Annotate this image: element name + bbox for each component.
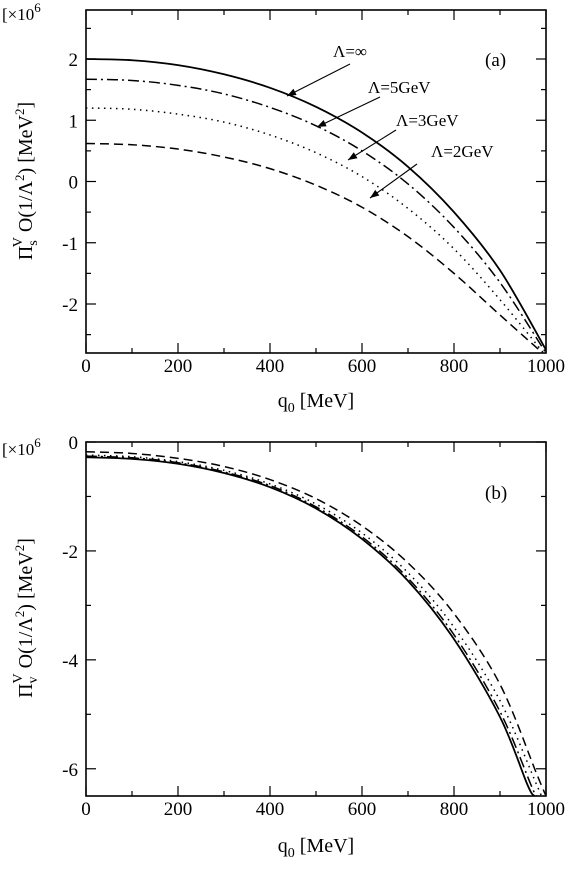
y-tick-label: -4 xyxy=(62,651,78,672)
annotation-arrow-line xyxy=(347,129,397,161)
series-line-0 xyxy=(86,58,546,351)
y-tick-label: -2 xyxy=(62,295,78,316)
x-tick-label: 200 xyxy=(164,356,193,377)
annotation-arrow-head xyxy=(287,88,297,96)
series-line-1 xyxy=(86,78,546,353)
curve-label: Λ=2GeV xyxy=(431,142,494,161)
series-line-1 xyxy=(86,455,538,796)
y-axis-title: ΠvV O(1/Λ2) [MeV2] xyxy=(11,538,41,698)
scale-factor-label: [×106 xyxy=(2,0,41,24)
series-group xyxy=(86,451,546,796)
curve-label: Λ=5GeV xyxy=(368,78,431,97)
series-line-2 xyxy=(86,454,543,796)
annotation-arrow-line xyxy=(286,63,351,97)
plot-frame xyxy=(85,441,547,797)
y-tick-label: 2 xyxy=(69,50,79,71)
series-line-0 xyxy=(86,456,536,796)
y-tick-label: 1 xyxy=(69,111,79,132)
series-line-3 xyxy=(86,142,544,353)
x-tick-label: 800 xyxy=(440,356,469,377)
x-axis-title: q0 [MeV] xyxy=(278,390,354,416)
series-group xyxy=(86,58,546,353)
x-axis-title: q0 [MeV] xyxy=(278,835,354,861)
annotation-arrow-head xyxy=(317,119,327,127)
y-tick-label: -6 xyxy=(62,760,78,781)
x-tick-label: 400 xyxy=(256,799,285,820)
x-tick-label: 0 xyxy=(81,799,91,820)
chart-panel-a: 0 200 400 600 800 1000 -2 -1 0 1 2 [×106 (a) ΠsV O(1/… xyxy=(2,0,565,416)
y-axis-title: ΠsV O(1/Λ2) [MeV2] xyxy=(11,102,41,260)
x-tick-label: 1000 xyxy=(527,356,565,377)
x-tick-label: 800 xyxy=(440,799,469,820)
panel-label: (b) xyxy=(485,483,507,504)
x-tick-label: 400 xyxy=(256,356,285,377)
x-tick-label: 600 xyxy=(348,799,377,820)
scale-factor-label: [×106 xyxy=(2,435,41,459)
x-tick-label: 200 xyxy=(164,799,193,820)
x-tick-label: 600 xyxy=(348,356,377,377)
annotation-arrow-head xyxy=(348,152,358,160)
annotation-arrow-line xyxy=(316,96,381,128)
y-tick-label: 0 xyxy=(69,433,79,454)
curve-label: Λ=3GeV xyxy=(396,111,459,130)
y-tick-label: -2 xyxy=(62,542,78,563)
panel-label: (a) xyxy=(485,50,506,71)
chart-panel-b: 0 200 400 600 800 1000 -6 -4 -2 0 [×106 (b) ΠvV O(1/… xyxy=(2,433,565,861)
y-tick-label: 0 xyxy=(69,173,79,194)
curve-label: Λ=∞ xyxy=(333,42,367,61)
annotation-arrow-head xyxy=(370,189,380,198)
x-tick-label: 0 xyxy=(81,356,91,377)
x-tick-label: 1000 xyxy=(527,799,565,820)
annotation-arrow-line xyxy=(369,163,418,199)
series-line-3 xyxy=(86,451,546,796)
y-tick-label: -1 xyxy=(62,234,78,255)
